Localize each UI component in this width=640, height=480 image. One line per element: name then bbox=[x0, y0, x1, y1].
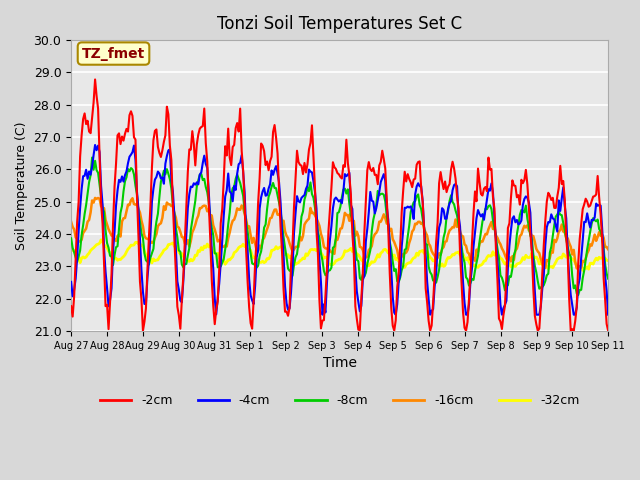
Text: TZ_fmet: TZ_fmet bbox=[82, 47, 145, 60]
Legend: -2cm, -4cm, -8cm, -16cm, -32cm: -2cm, -4cm, -8cm, -16cm, -32cm bbox=[95, 389, 584, 412]
Y-axis label: Soil Temperature (C): Soil Temperature (C) bbox=[15, 121, 28, 250]
Title: Tonzi Soil Temperatures Set C: Tonzi Soil Temperatures Set C bbox=[217, 15, 462, 33]
X-axis label: Time: Time bbox=[323, 356, 356, 370]
